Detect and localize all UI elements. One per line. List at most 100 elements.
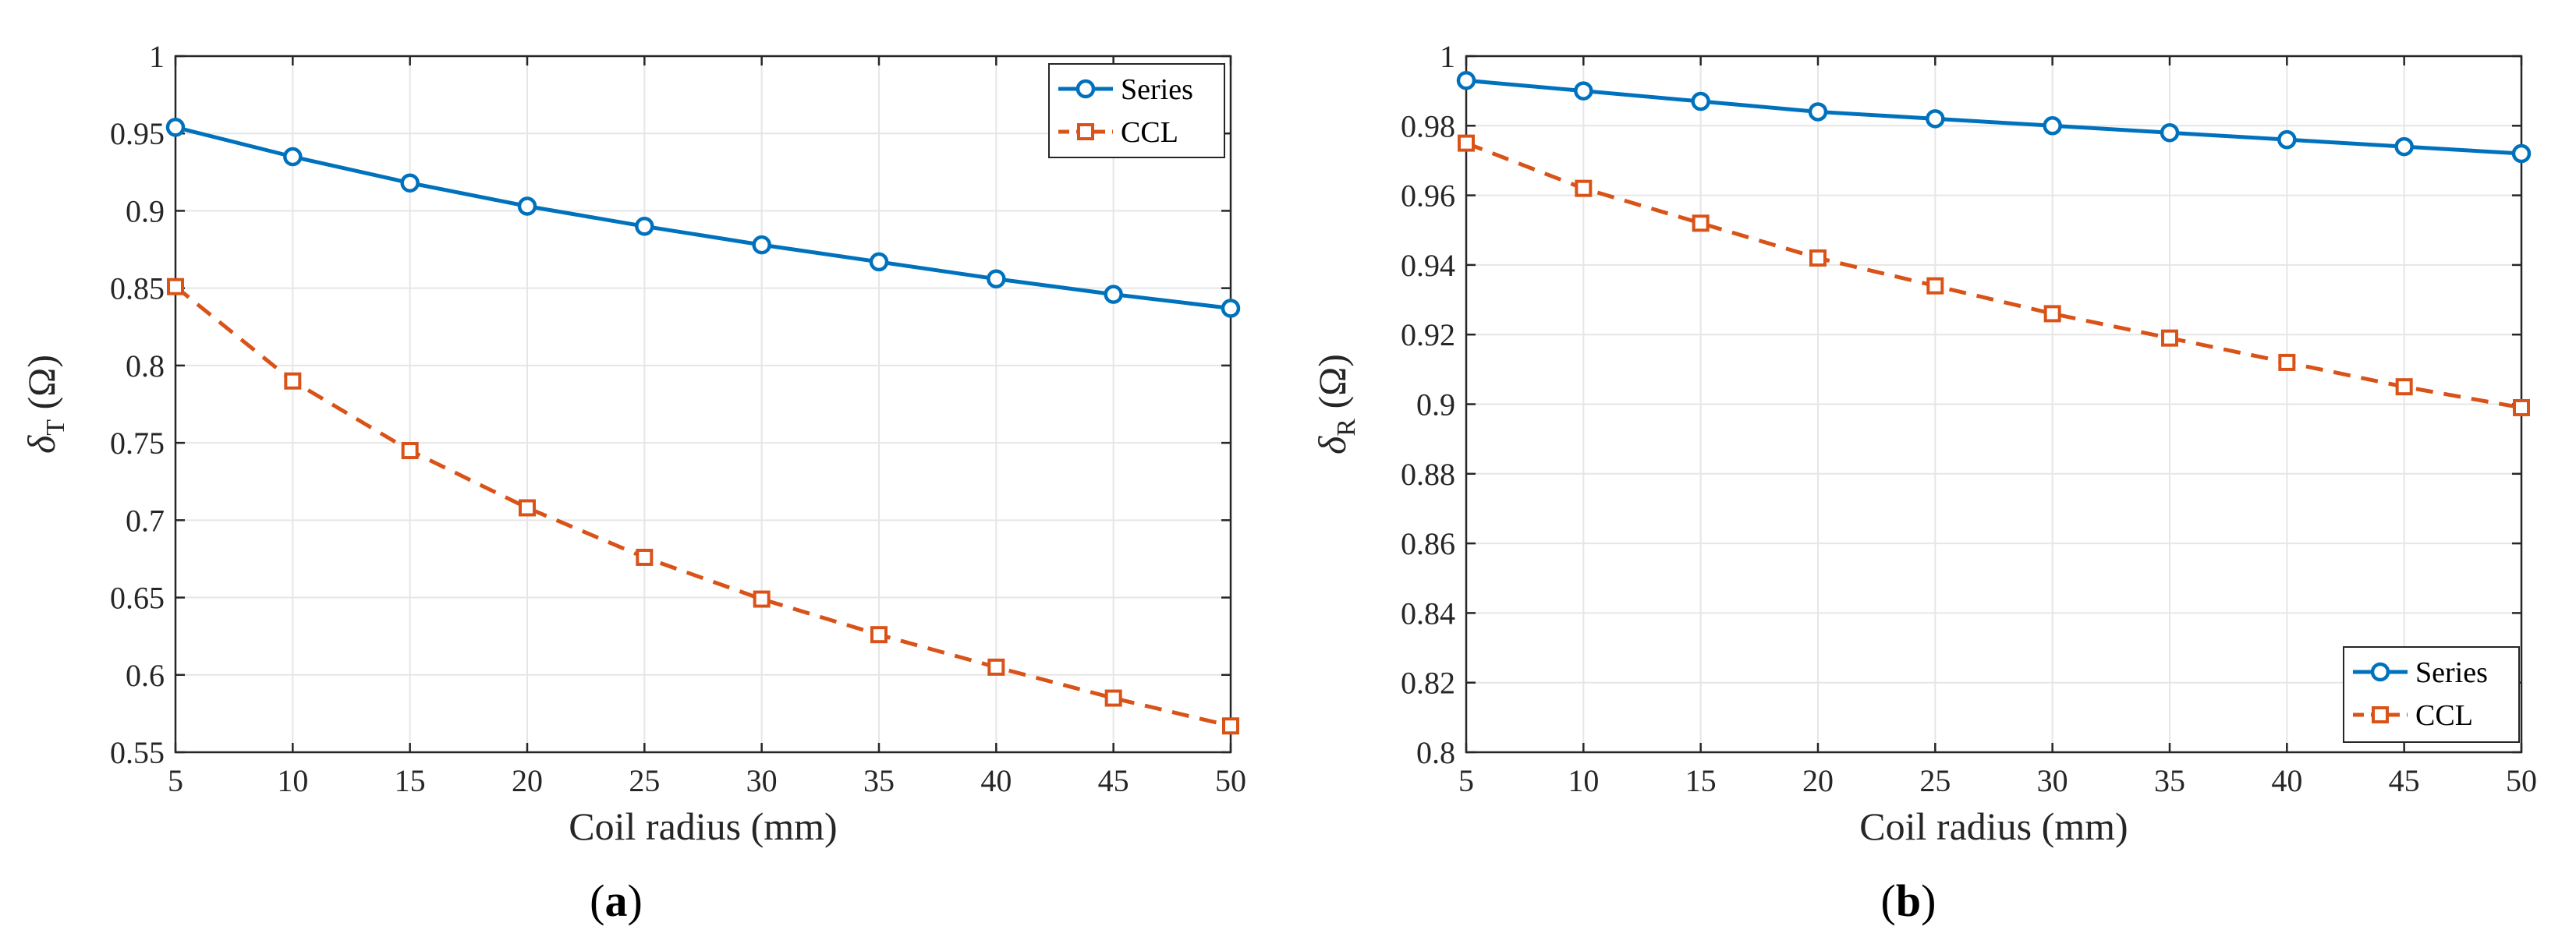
data-point [167,278,184,295]
data-point [870,626,888,644]
y-tick-label: 0.9 [1416,387,1455,423]
data-point [2278,353,2296,371]
y-tick-label: 0.98 [1401,108,1455,143]
y-tick-label: 0.86 [1401,526,1455,561]
x-tick-label: 50 [1215,763,1246,798]
data-point [987,658,1005,676]
data-point [2277,129,2297,150]
y-tick-label: 0.65 [110,581,165,616]
y-tick-label: 0.6 [126,658,165,693]
legend-marker [2370,662,2390,682]
plot-area [175,56,1231,752]
data-point [165,118,186,137]
y-axis-label-subscript: T [41,419,70,436]
data-point [1809,249,1827,267]
x-tick-label: 40 [980,763,1012,798]
y-tick-label: 1 [1440,39,1455,74]
y-tick-label: 0.84 [1401,596,1455,631]
series-line [175,125,1231,310]
series-line [1465,78,2522,156]
legend-marker [2372,706,2389,723]
data-point [1221,299,1241,318]
x-tick-label: 45 [2389,763,2420,798]
y-tick-label: 0.8 [1416,735,1455,770]
y-tick-label: 0.9 [126,193,165,228]
caption-letter: a [605,875,628,926]
y-tick-label: 0.75 [110,426,165,461]
y-tick-label: 0.7 [126,503,165,538]
caption-letter: b [1896,875,1921,926]
x-tick-label: 35 [863,763,895,798]
data-point [519,499,536,517]
data-point [987,269,1006,289]
data-point [635,217,654,236]
data-point [2043,305,2061,323]
chart-a: 5 10 15 20 25 30 35 40 45 50 0.55 0.6 0.65 0.7 0.75 0.8… [19,39,1246,926]
x-tick-label: 10 [277,763,308,798]
series-series [1456,71,2532,164]
y-tick-label: 0.8 [126,348,165,384]
chart-b: 5 10 15 20 25 30 35 40 45 50 0.8 0.82 0.84 0.86 0.88 0.… [1310,39,2537,926]
axes-frame [174,55,1232,754]
data-point [1222,717,1239,735]
series-ccl [1458,134,2530,416]
x-tick-label: 25 [1919,763,1951,798]
data-point [283,147,303,167]
x-tick-label: 45 [1098,763,1129,798]
data-point [1926,109,1945,129]
data-point [636,548,654,566]
series-series [165,118,1241,318]
data-point [1574,81,1593,101]
data-point [2395,378,2413,396]
data-point [1575,179,1593,197]
data-point [1808,102,1828,122]
panel-caption: (b) [1881,875,1936,926]
x-tick-label: 30 [746,763,778,798]
data-point [284,372,302,390]
panel-caption: (a) [590,875,643,926]
legend-marker [1075,79,1096,99]
series-ccl [167,278,1239,735]
data-point [2511,143,2532,164]
data-point [1458,134,1475,152]
y-axis-label-subscript: R [1332,419,1361,437]
series-line [1465,141,2522,410]
data-point [1104,285,1123,304]
y-axis-label-symbol: δ [19,435,63,454]
legend-label: CCL [2415,699,2473,732]
data-point [1692,214,1710,232]
y-axis-label-unit: (Ω) [19,355,63,419]
legend: Series CCL [2343,646,2520,743]
x-tick-label: 5 [1458,763,1474,798]
caption-open: ( [590,875,604,926]
y-tick-label: 0.88 [1401,457,1455,492]
y-tick-label: 0.96 [1401,179,1455,214]
caption-open: ( [1881,875,1896,926]
y-tick-label: 0.85 [110,271,165,306]
x-tick-label: 5 [168,763,183,798]
data-point [753,590,771,608]
y-tick-label: 0.82 [1401,666,1455,701]
data-point [1104,689,1122,707]
x-tick-label: 20 [1802,763,1834,798]
caption-close: ) [1921,875,1936,926]
data-point [400,173,420,193]
data-point [1691,91,1710,111]
legend-box [1048,63,1225,158]
data-point [2043,116,2062,136]
y-axis-label: δR (Ω) [1310,354,1361,454]
y-tick-label: 1 [149,39,165,74]
x-tick-label: 20 [512,763,543,798]
legend-box [2343,646,2520,743]
legend: Series CCL [1048,63,1225,158]
y-axis-label-unit: (Ω) [1310,354,1354,419]
data-point [869,252,889,272]
data-point [2161,329,2178,347]
x-axis-label: Coil radius (mm) [1859,804,2128,848]
data-point [2394,136,2414,157]
data-point [2513,398,2530,416]
legend-marker [1077,123,1094,140]
x-tick-label: 25 [629,763,660,798]
x-tick-label: 50 [2506,763,2537,798]
data-point [401,442,419,460]
